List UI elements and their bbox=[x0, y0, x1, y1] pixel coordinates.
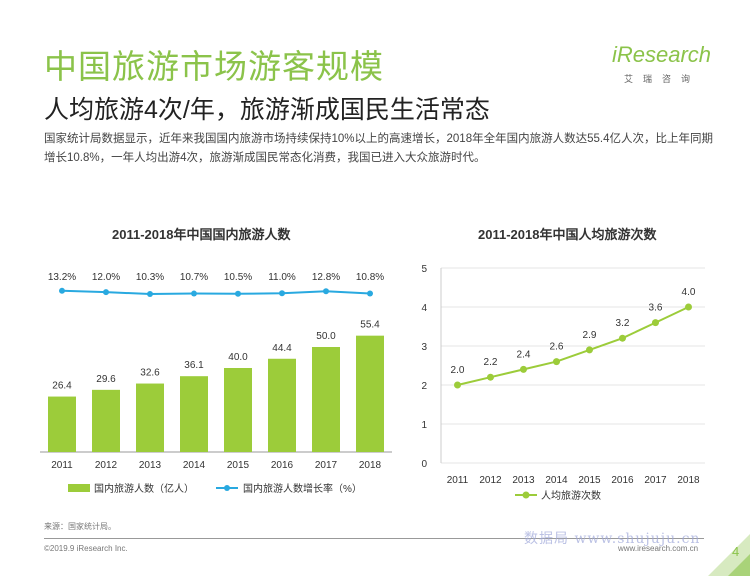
growth-point-2011 bbox=[59, 287, 65, 294]
growth-point-2013 bbox=[147, 291, 153, 297]
charts-canvas: 26.413.2%201129.612.0%201232.610.3%20133… bbox=[40, 264, 705, 502]
line-chart-x-tick-2011: 2011 bbox=[447, 475, 469, 486]
trips-label-2013: 2.4 bbox=[517, 349, 531, 360]
line-chart-y-tick-1: 1 bbox=[421, 420, 427, 431]
bar-x-tick-2016: 2016 bbox=[271, 460, 294, 471]
bar-label-2016: 44.4 bbox=[272, 343, 292, 354]
source-note: 来源：国家统计局。 bbox=[44, 522, 116, 531]
growth-label-2018: 10.8% bbox=[356, 272, 384, 283]
line-chart-x-tick-2013: 2013 bbox=[512, 475, 535, 486]
growth-label-2015: 10.5% bbox=[224, 272, 252, 283]
trips-label-2017: 3.6 bbox=[649, 303, 663, 314]
rate-legend-label: 国内旅游人数增长率（%） bbox=[243, 482, 362, 495]
growth-label-2012: 12.0% bbox=[92, 272, 120, 283]
trips-point-2015 bbox=[586, 346, 593, 354]
bar-x-tick-2011: 2011 bbox=[51, 460, 73, 471]
bar-x-tick-2012: 2012 bbox=[95, 460, 118, 471]
trips-point-2012 bbox=[487, 373, 494, 381]
growth-point-2014 bbox=[191, 290, 197, 297]
line-chart-y-tick-5: 5 bbox=[421, 264, 427, 275]
line-chart-title: 2011-2018年中国人均旅游次数 bbox=[478, 227, 657, 242]
line-chart-y-tick-2: 2 bbox=[421, 381, 427, 392]
growth-point-2012 bbox=[103, 289, 109, 296]
trips-label-2014: 2.6 bbox=[550, 342, 564, 353]
copyright: ©2019.9 iResearch Inc. bbox=[44, 544, 128, 553]
line-chart-x-tick-2017: 2017 bbox=[644, 475, 667, 486]
trips-label-2015: 2.9 bbox=[583, 330, 597, 341]
growth-rate-line bbox=[61, 289, 371, 296]
line-chart-y-tick-0: 0 bbox=[421, 459, 427, 470]
corner-decoration bbox=[708, 534, 750, 576]
growth-point-2017 bbox=[323, 288, 329, 295]
trips-legend-marker bbox=[522, 491, 530, 499]
page-subtitle: 人均旅游4次/年，旅游渐成国民生活常态 bbox=[44, 96, 490, 124]
line-chart-y-tick-4: 4 bbox=[421, 303, 427, 314]
bar-2013 bbox=[136, 383, 164, 452]
bar-label-2015: 40.0 bbox=[228, 352, 248, 363]
bar-x-tick-2017: 2017 bbox=[315, 460, 338, 471]
bar-x-tick-2014: 2014 bbox=[183, 460, 206, 471]
page-title: 中国旅游市场游客规模 bbox=[44, 48, 384, 85]
trips-label-2011: 2.0 bbox=[451, 365, 465, 376]
iresearch-logo: iResearch 艾瑞咨询 bbox=[612, 42, 712, 92]
trips-point-2016 bbox=[619, 334, 626, 342]
bar-2016 bbox=[268, 358, 296, 452]
trips-point-2018 bbox=[685, 303, 692, 311]
footer-url[interactable]: www.iresearch.com.cn bbox=[618, 544, 699, 553]
growth-label-2016: 11.0% bbox=[268, 272, 296, 283]
growth-point-2015 bbox=[235, 290, 241, 297]
line-chart-y-tick-3: 3 bbox=[421, 342, 427, 353]
watermark: 数据局 www.shujuju.cn bbox=[524, 531, 701, 547]
growth-label-2013: 10.3% bbox=[136, 272, 164, 283]
bar-label-2014: 36.1 bbox=[184, 360, 204, 371]
trips-point-2014 bbox=[553, 358, 560, 366]
bar-label-2017: 50.0 bbox=[316, 331, 336, 342]
page-number: 4 bbox=[732, 544, 740, 559]
bar-x-tick-2015: 2015 bbox=[227, 460, 250, 471]
growth-point-2016 bbox=[279, 290, 285, 297]
line-chart-x-tick-2018: 2018 bbox=[677, 475, 700, 486]
bar-legend-swatch bbox=[68, 484, 90, 492]
line-chart-x-tick-2016: 2016 bbox=[611, 475, 634, 486]
bar-legend-label: 国内旅游人数（亿人） bbox=[94, 482, 194, 495]
bar-2014 bbox=[180, 376, 208, 452]
logo-main-text: iResearch bbox=[612, 42, 712, 67]
trips-point-2011 bbox=[454, 381, 461, 389]
growth-label-2017: 12.8% bbox=[312, 272, 340, 283]
trips-point-2013 bbox=[520, 365, 527, 373]
growth-point-2018 bbox=[367, 290, 373, 297]
bar-2012 bbox=[92, 389, 120, 452]
trips-point-2017 bbox=[652, 319, 659, 327]
bar-2015 bbox=[224, 368, 252, 452]
bar-label-2011: 26.4 bbox=[52, 381, 72, 392]
bar-label-2013: 32.6 bbox=[140, 368, 160, 379]
rate-legend-marker bbox=[224, 485, 230, 491]
growth-label-2011: 13.2% bbox=[48, 272, 76, 283]
trips-line bbox=[457, 306, 689, 386]
bar-2018 bbox=[356, 335, 384, 452]
bar-chart-title: 2011-2018年中国国内旅游人数 bbox=[112, 227, 291, 242]
logo-sub-text: 艾瑞咨询 bbox=[624, 74, 701, 84]
bar-2017 bbox=[312, 347, 340, 452]
bar-x-tick-2018: 2018 bbox=[359, 460, 382, 471]
footer-divider bbox=[44, 538, 704, 539]
bar-2011 bbox=[48, 396, 76, 452]
bar-label-2018: 55.4 bbox=[360, 320, 380, 331]
bar-label-2012: 29.6 bbox=[96, 374, 116, 385]
trips-label-2012: 2.2 bbox=[484, 357, 498, 368]
line-chart-x-tick-2015: 2015 bbox=[578, 475, 601, 486]
bar-x-tick-2013: 2013 bbox=[139, 460, 162, 471]
line-chart-x-tick-2012: 2012 bbox=[479, 475, 502, 486]
line-chart-x-tick-2014: 2014 bbox=[545, 475, 568, 486]
growth-label-2014: 10.7% bbox=[180, 272, 208, 283]
trips-label-2016: 3.2 bbox=[616, 318, 630, 329]
intro-paragraph: 国家统计局数据显示，近年来我国国内旅游市场持续保持10%以上的高速增长，2018… bbox=[44, 133, 713, 164]
trips-label-2018: 4.0 bbox=[682, 287, 696, 298]
trips-legend-label: 人均旅游次数 bbox=[541, 489, 601, 502]
